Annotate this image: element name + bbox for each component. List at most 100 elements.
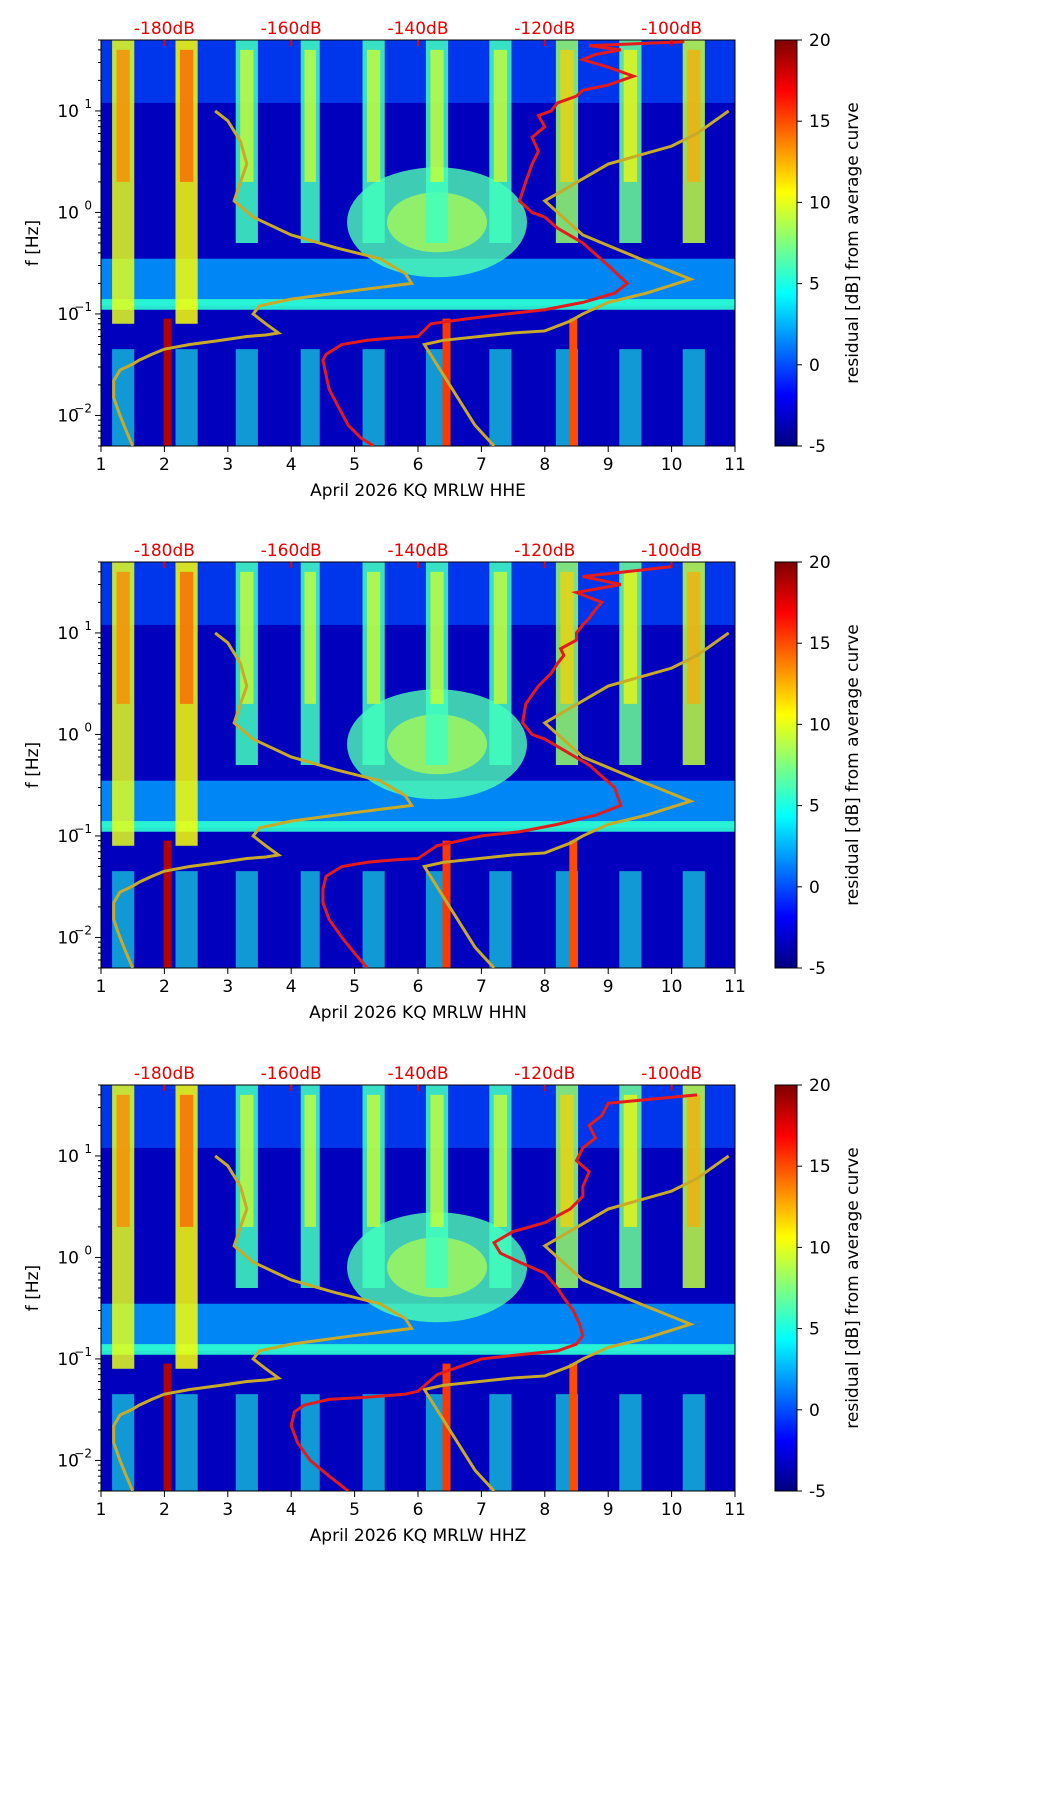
y-tick-exponent: −1 bbox=[74, 822, 92, 836]
y-tick-exponent: 1 bbox=[84, 97, 92, 111]
colorbar-tick-label: -5 bbox=[809, 959, 826, 979]
colorbar-tick-label: 20 bbox=[809, 31, 831, 51]
db-scale-label: -120dB bbox=[514, 541, 575, 561]
activity-column-core bbox=[623, 1094, 638, 1227]
low-noise-model-line bbox=[112, 631, 415, 968]
x-tick-label: 10 bbox=[661, 977, 683, 997]
activity-column-core bbox=[560, 571, 574, 704]
x-tick-label: 2 bbox=[159, 455, 170, 475]
x-tick-label: 1 bbox=[96, 1500, 107, 1520]
spectrogram-heatmap bbox=[101, 40, 735, 446]
db-scale-label: -180dB bbox=[134, 541, 195, 561]
y-tick-exponent: −1 bbox=[74, 300, 92, 314]
x-tick-label: 10 bbox=[661, 1500, 683, 1520]
colorbar-tick-label: 5 bbox=[809, 797, 820, 817]
activity-column-core bbox=[366, 571, 381, 704]
db-scale-label: -100dB bbox=[641, 541, 702, 561]
y-tick-exponent: −1 bbox=[74, 1345, 92, 1359]
low-freq-column bbox=[175, 1394, 198, 1491]
x-tick-label: 6 bbox=[413, 455, 424, 475]
y-tick-exponent: −2 bbox=[74, 1446, 92, 1460]
low-freq-column bbox=[235, 871, 258, 968]
x-axis-label: April 2026 KQ MRLW HHZ bbox=[310, 1526, 527, 1546]
low-freq-column bbox=[175, 349, 198, 446]
colorbar-tick-label: 10 bbox=[809, 1238, 831, 1258]
spectrogram-heatmap bbox=[101, 562, 735, 968]
activity-column-core bbox=[304, 49, 316, 182]
colorbar-tick-label: 10 bbox=[809, 193, 831, 213]
low-freq-column bbox=[300, 349, 320, 446]
x-tick-label: 11 bbox=[724, 455, 746, 475]
average-psd-curve bbox=[321, 565, 672, 968]
x-tick-label: 5 bbox=[349, 1500, 360, 1520]
low-freq-column bbox=[235, 349, 258, 446]
colorbar-tick-label: 20 bbox=[809, 553, 831, 573]
y-tick-exponent: 0 bbox=[84, 720, 92, 734]
colorbar-label: residual [dB] from average curve bbox=[843, 102, 863, 383]
spectrogram-heatmap bbox=[101, 1085, 735, 1491]
activity-column-core bbox=[687, 1094, 701, 1227]
x-tick-label: 6 bbox=[413, 977, 424, 997]
y-tick-label: 10 bbox=[57, 1147, 79, 1167]
x-tick-label: 4 bbox=[286, 1500, 297, 1520]
y-tick-exponent: 1 bbox=[84, 619, 92, 633]
db-scale-label: -120dB bbox=[514, 1064, 575, 1084]
x-tick-label: 5 bbox=[349, 977, 360, 997]
activity-column-core bbox=[430, 1094, 444, 1227]
y-tick-label: 10 bbox=[57, 305, 79, 325]
low-freq-column bbox=[235, 1394, 258, 1491]
transient-spike bbox=[569, 840, 578, 968]
x-tick-label: 1 bbox=[96, 455, 107, 475]
microseism-peak-band bbox=[101, 1344, 735, 1355]
y-tick-label: 10 bbox=[57, 102, 79, 122]
activity-column-core bbox=[304, 571, 316, 704]
low-freq-column bbox=[619, 1394, 642, 1491]
y-tick-label: 10 bbox=[57, 203, 79, 223]
colorbar-tick-label: 5 bbox=[809, 1320, 820, 1340]
db-scale-label: -160dB bbox=[261, 541, 322, 561]
low-freq-column bbox=[682, 1394, 705, 1491]
x-axis-label: April 2026 KQ MRLW HHN bbox=[309, 1003, 527, 1023]
db-scale-label: -160dB bbox=[261, 1064, 322, 1084]
microseism-peak-band bbox=[101, 299, 735, 310]
colorbar-tick-label: -5 bbox=[809, 1482, 826, 1502]
x-tick-label: 6 bbox=[413, 1500, 424, 1520]
colorbar-label: residual [dB] from average curve bbox=[843, 624, 863, 905]
activity-column-core bbox=[493, 571, 508, 704]
x-tick-label: 10 bbox=[661, 455, 683, 475]
x-tick-label: 2 bbox=[159, 1500, 170, 1520]
low-freq-column bbox=[489, 349, 512, 446]
x-tick-label: 3 bbox=[222, 455, 233, 475]
x-axis-label: April 2026 KQ MRLW HHE bbox=[310, 481, 526, 501]
x-tick-label: 3 bbox=[222, 977, 233, 997]
high-noise-model-line bbox=[421, 631, 730, 968]
colorbar-tick-label: 15 bbox=[809, 112, 831, 132]
db-scale-label: -160dB bbox=[261, 19, 322, 39]
colorbar-tick-label: 20 bbox=[809, 1076, 831, 1096]
x-tick-label: 11 bbox=[724, 1500, 746, 1520]
transient-spike bbox=[163, 1363, 172, 1491]
db-scale-label: -140dB bbox=[387, 19, 448, 39]
y-axis-label: f [Hz] bbox=[23, 742, 43, 788]
colorbar-tick-label: 15 bbox=[809, 1157, 831, 1177]
low-freq-column bbox=[300, 871, 320, 968]
activity-column-core bbox=[623, 49, 638, 182]
y-axis-label: f [Hz] bbox=[23, 1265, 43, 1311]
y-tick-label: 10 bbox=[57, 1451, 79, 1471]
db-scale-label: -140dB bbox=[387, 541, 448, 561]
x-tick-label: 9 bbox=[603, 1500, 614, 1520]
y-tick-exponent: 0 bbox=[84, 198, 92, 212]
x-tick-label: 2 bbox=[159, 977, 170, 997]
db-scale-label: -180dB bbox=[134, 19, 195, 39]
high-noise-model-line bbox=[421, 109, 730, 446]
low-noise-model-line bbox=[112, 1154, 415, 1491]
microseism-peak-band bbox=[101, 821, 735, 832]
activity-column-core bbox=[560, 1094, 574, 1227]
x-tick-label: 8 bbox=[539, 977, 550, 997]
db-scale-label: -100dB bbox=[641, 1064, 702, 1084]
colorbar-label: residual [dB] from average curve bbox=[843, 1147, 863, 1428]
y-tick-exponent: 0 bbox=[84, 1243, 92, 1257]
low-freq-column bbox=[362, 871, 385, 968]
